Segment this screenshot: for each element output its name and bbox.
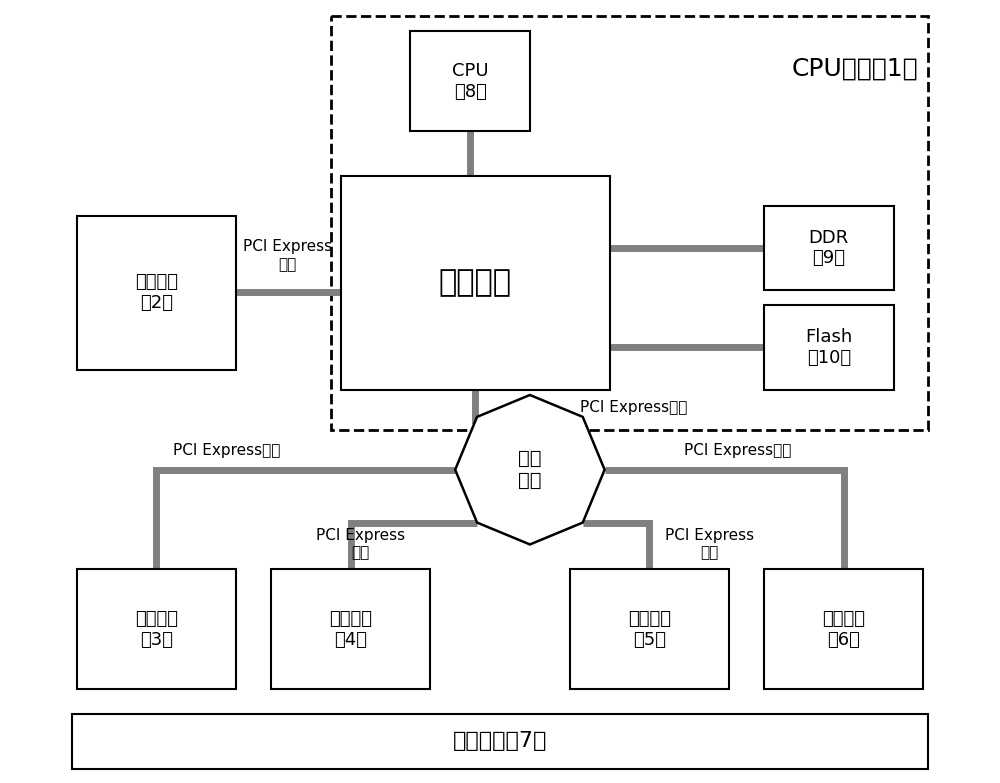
Bar <box>764 206 894 290</box>
Text: PCI Express
总线: PCI Express 总线 <box>665 528 754 560</box>
Text: 端点设备
（4）: 端点设备 （4） <box>329 610 372 648</box>
Text: Flash
（10）: Flash （10） <box>805 328 852 367</box>
Text: 端点设备
（6）: 端点设备 （6） <box>822 610 865 648</box>
Bar <box>764 569 923 689</box>
Text: 端点设备
（3）: 端点设备 （3） <box>135 610 178 648</box>
Text: PCI Express总线: PCI Express总线 <box>580 400 687 416</box>
Polygon shape <box>455 395 605 544</box>
Bar <box>271 569 430 689</box>
Text: PCI Express总线: PCI Express总线 <box>173 442 281 458</box>
Text: 根复合体: 根复合体 <box>439 269 512 298</box>
Bar <box>331 16 928 430</box>
Text: 端点设备
（5）: 端点设备 （5） <box>628 610 671 648</box>
Bar <box>72 714 928 769</box>
Text: CPU
（8）: CPU （8） <box>452 62 488 100</box>
Text: 电源模块（7）: 电源模块（7） <box>453 731 547 751</box>
Text: PCI Express总线: PCI Express总线 <box>684 442 792 458</box>
Bar <box>77 215 236 370</box>
Bar <box>570 569 729 689</box>
Bar <box>341 175 610 390</box>
Text: CPU模块（1）: CPU模块（1） <box>792 56 919 80</box>
Text: PCI Express
总线: PCI Express 总线 <box>243 240 332 272</box>
Bar <box>764 305 894 390</box>
Bar <box>410 31 530 131</box>
Text: DDR
（9）: DDR （9） <box>809 229 849 268</box>
Text: 端点设备
（2）: 端点设备 （2） <box>135 273 178 312</box>
Text: 交换
开关: 交换 开关 <box>518 449 542 490</box>
Text: PCI Express
总线: PCI Express 总线 <box>316 528 405 560</box>
Bar <box>77 569 236 689</box>
